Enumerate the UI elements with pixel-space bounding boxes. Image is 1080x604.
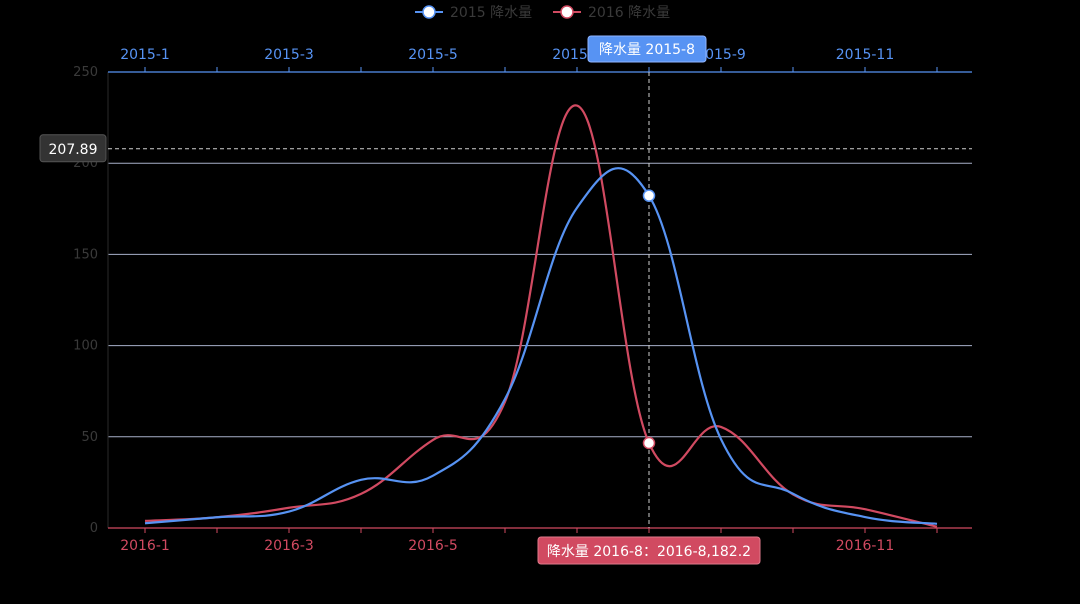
y-tick-label: 100 bbox=[73, 339, 98, 354]
crosshair-top-label: 降水量 2015-8 bbox=[599, 42, 695, 58]
legend-marker-0 bbox=[422, 5, 436, 19]
bottom-x-tick-label: 2016-1 bbox=[120, 538, 170, 554]
crosshair-y-label: 207.89 bbox=[49, 142, 98, 158]
bottom-x-tick-label: 2016-11 bbox=[836, 538, 895, 554]
highlight-point-2016 bbox=[642, 436, 656, 450]
legend-label-0: 2015 降水量 bbox=[450, 5, 532, 21]
top-x-tick-label: 2015-5 bbox=[408, 47, 458, 63]
series-line-2015 bbox=[144, 167, 938, 525]
series-line-2016 bbox=[144, 104, 938, 528]
top-x-tick-label: 2015-3 bbox=[264, 47, 314, 63]
bottom-x-tick-label: 2016-3 bbox=[264, 538, 314, 554]
crosshair-top-label-box bbox=[587, 35, 707, 63]
y-tick-label: 0 bbox=[90, 521, 98, 536]
y-tick-label: 150 bbox=[73, 247, 98, 262]
top-x-tick-label: 2015-9 bbox=[696, 47, 746, 63]
y-tick-label: 50 bbox=[81, 430, 98, 445]
highlight-point-2015 bbox=[642, 189, 656, 202]
y-tick-label: 250 bbox=[73, 65, 98, 80]
top-x-tick-label: 2015-1 bbox=[120, 47, 170, 63]
crosshair-bottom-label-box bbox=[537, 536, 761, 565]
bottom-x-tick-label: 2016-5 bbox=[408, 538, 458, 554]
crosshair-y-label-box bbox=[39, 134, 107, 163]
crosshair-bottom-label: 降水量 2016-8：2016-8,182.2 bbox=[547, 544, 751, 560]
legend-marker-1 bbox=[560, 5, 574, 19]
top-x-tick-label: 2015-11 bbox=[836, 47, 895, 63]
legend-label-1: 2016 降水量 bbox=[588, 5, 670, 21]
